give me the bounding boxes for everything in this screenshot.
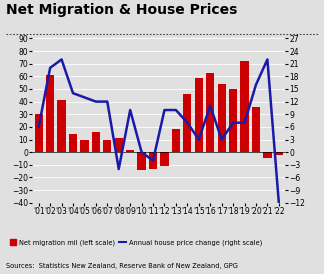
Bar — [206, 73, 214, 152]
Bar — [229, 89, 237, 152]
Bar — [183, 94, 191, 152]
Legend: Net migration mil (left scale), Annual house price change (right scale): Net migration mil (left scale), Annual h… — [10, 239, 262, 246]
Bar — [263, 152, 272, 158]
Bar — [103, 139, 111, 152]
Bar — [35, 114, 43, 152]
Bar — [172, 129, 180, 152]
Bar — [46, 75, 54, 152]
Bar — [115, 138, 123, 152]
Bar — [137, 152, 146, 170]
Bar — [275, 152, 283, 155]
Bar — [126, 150, 134, 152]
Bar — [217, 84, 226, 152]
Bar — [57, 100, 66, 152]
Bar — [92, 132, 100, 152]
Bar — [69, 135, 77, 152]
Text: Sources:  Statistics New Zealand, Reserve Bank of New Zealand, GPG: Sources: Statistics New Zealand, Reserve… — [6, 262, 238, 269]
Bar — [160, 152, 168, 166]
Bar — [252, 107, 260, 152]
Text: Net Migration & House Prices: Net Migration & House Prices — [6, 3, 238, 17]
Bar — [80, 139, 88, 152]
Bar — [195, 78, 203, 152]
Bar — [149, 152, 157, 169]
Bar — [240, 61, 249, 152]
